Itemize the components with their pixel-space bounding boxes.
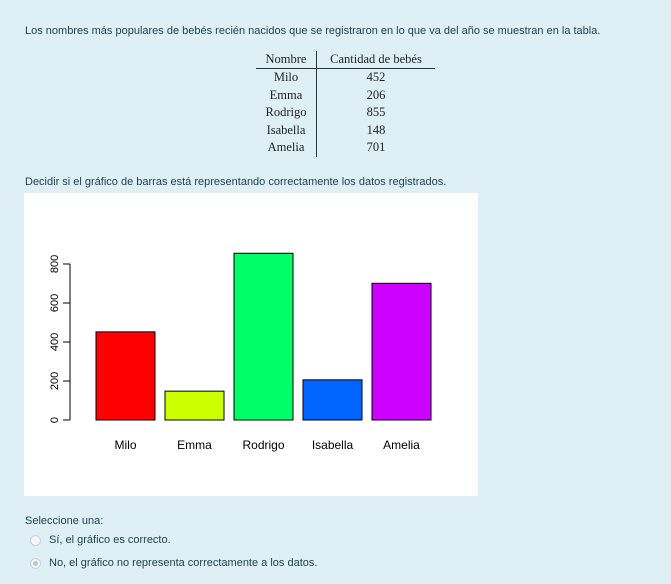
cell-name: Amelia — [256, 139, 317, 157]
cell-count: 855 — [366, 105, 386, 120]
cell-name: Isabella — [256, 121, 317, 139]
bar-chart-svg: 0 200 400 600 800 Milo Emma Rodrigo Isabella Amel… — [49, 252, 432, 452]
y-tick-label: 0 — [49, 417, 61, 423]
bar-emma — [164, 390, 225, 421]
y-tick-label: 200 — [49, 372, 61, 390]
bar-isabella — [302, 379, 363, 421]
cell-count: 452 — [366, 70, 386, 85]
cell-name: Milo — [256, 68, 317, 87]
option-correct-label: Sí, el gráfico es correcto. — [49, 534, 171, 546]
radio-correct[interactable] — [30, 534, 41, 546]
cell-count: 148 — [366, 122, 386, 137]
x-tick-label: Amelia — [383, 438, 420, 452]
option-correct[interactable]: Sí, el gráfico es correcto. — [30, 533, 171, 547]
table-row: Amelia 701 — [256, 139, 435, 157]
cell-count: 701 — [366, 140, 386, 155]
cell-count: 206 — [366, 87, 386, 102]
option-incorrect-label: No, el gráfico no representa correctamen… — [49, 557, 318, 569]
y-tick-label: 600 — [49, 294, 61, 312]
names-table: Nombre Cantidad de bebés Milo 452 Emma 2… — [256, 51, 435, 157]
x-tick-label: Isabella — [312, 438, 354, 452]
cell-name: Emma — [256, 86, 317, 104]
bar-amelia — [371, 282, 432, 421]
table-header-row: Nombre Cantidad de bebés — [256, 51, 435, 69]
header-count: Cantidad de bebés — [316, 51, 435, 69]
radio-incorrect[interactable] — [30, 557, 41, 569]
question-intro: Los nombres más populares de bebés recié… — [25, 25, 601, 37]
x-tick-label: Rodrigo — [242, 438, 284, 452]
bar-rodrigo — [233, 252, 294, 421]
x-tick-label: Emma — [177, 438, 212, 452]
question-instruction: Decidir si el gráfico de barras está rep… — [25, 176, 447, 188]
cell-name: Rodrigo — [256, 104, 317, 122]
x-tick-label: Milo — [114, 438, 136, 452]
bar-chart: 0 200 400 600 800 Milo Emma Rodrigo Isabella Amel… — [24, 193, 478, 496]
y-tick-label: 400 — [49, 333, 61, 351]
bar-milo — [95, 331, 156, 421]
table-row: Isabella 148 — [256, 121, 435, 139]
header-name: Nombre — [256, 51, 317, 69]
option-incorrect[interactable]: No, el gráfico no representa correctamen… — [30, 556, 317, 570]
y-tick-label: 800 — [49, 255, 61, 273]
table-row: Rodrigo 855 — [256, 104, 435, 122]
table-row: Emma 206 — [256, 86, 435, 104]
table-row: Milo 452 — [256, 68, 435, 87]
answer-prompt: Seleccione una: — [25, 515, 104, 527]
